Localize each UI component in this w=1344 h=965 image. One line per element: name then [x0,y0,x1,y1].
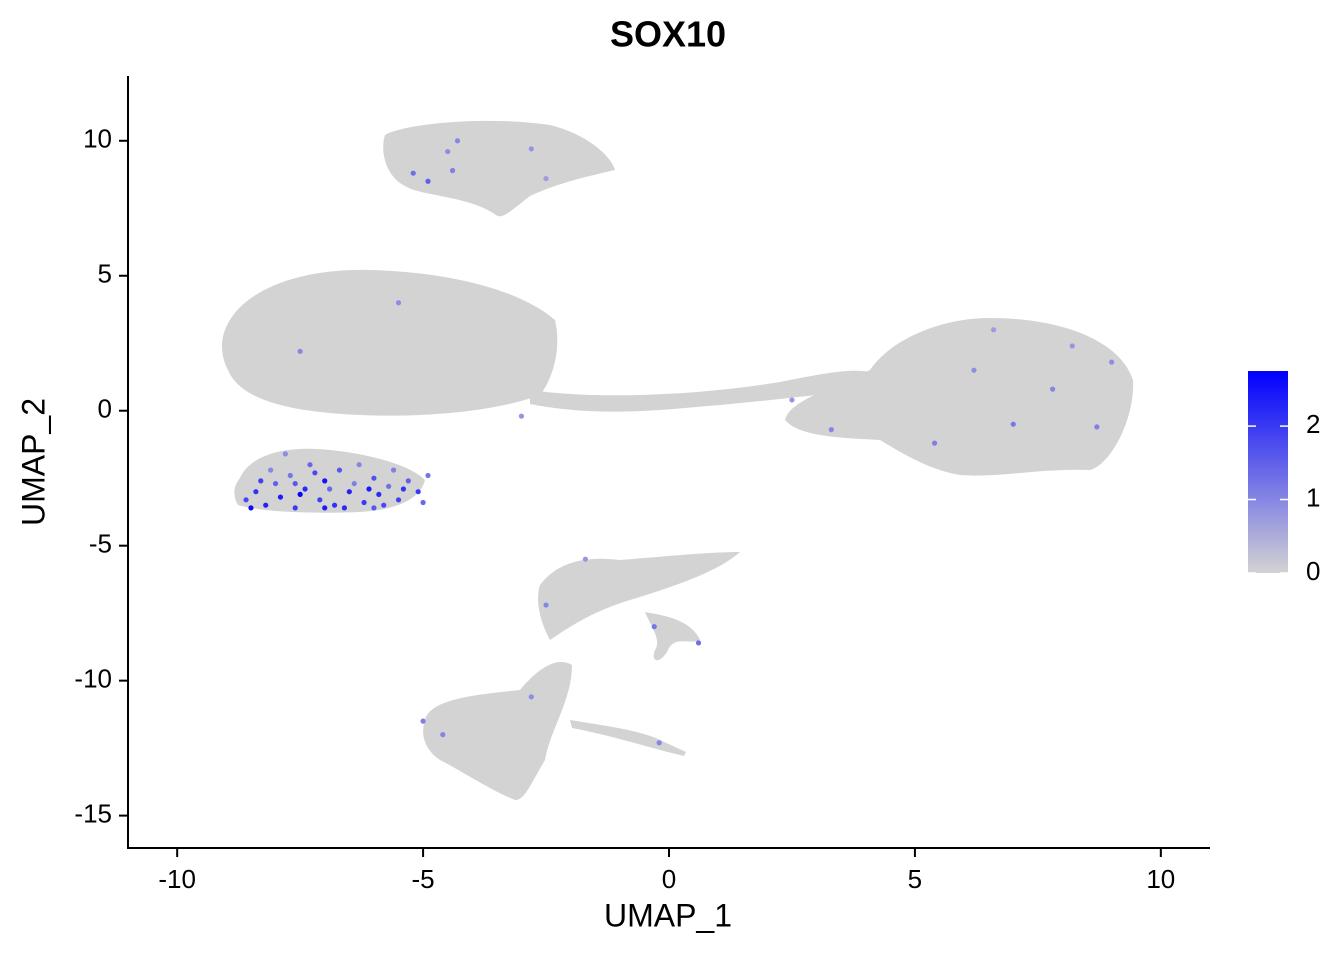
colorbar [1248,371,1288,573]
cell-point [351,480,357,487]
cell-point [386,483,392,489]
cell-point [341,505,347,511]
cell-point [381,502,387,508]
cell-point [420,499,426,506]
cell-point [371,505,377,511]
cell-point [307,462,313,468]
cell-point [528,146,534,152]
y-axis-title: UMAP_2 [15,398,51,526]
cell-point [1069,343,1075,349]
cell-point [440,732,446,738]
cell-point [445,148,451,155]
y-tick-label: -10 [74,664,112,694]
colorbar-label: 2 [1306,409,1320,439]
cell-point [1094,424,1100,430]
x-tick-label: 10 [1146,864,1175,894]
cell-point [248,505,254,511]
cell-point [297,348,303,354]
cell-point [410,170,416,176]
y-tick-label: 5 [98,259,112,289]
cell-point [356,462,362,468]
x-axis-title: UMAP_1 [604,897,732,933]
cell-point [991,327,997,333]
cell-point [405,478,411,484]
cell-point [582,556,588,562]
cell-point [243,497,249,503]
cell-point [390,467,397,473]
x-tick-label: -10 [158,864,196,894]
y-tick-label: -15 [74,798,112,828]
cell-density [221,120,1134,800]
cell-point [361,499,367,506]
cell-point [1109,359,1115,365]
cell-point [828,427,834,433]
cell-point [656,740,662,746]
cell-point [789,397,795,403]
cell-point [263,502,269,508]
x-tick-label: 5 [908,864,922,894]
cell-point [302,486,308,492]
cell-point [415,489,421,495]
cell-point [425,178,431,184]
cell-point [336,467,343,473]
cell-point [292,505,298,511]
cell-point [366,486,372,492]
cell-point [543,175,549,182]
cell-point [292,480,298,487]
cell-point [1050,386,1056,392]
cell-point [331,502,338,508]
cell-point [272,480,279,487]
y-tick-label: 0 [98,394,112,424]
cell-point [327,486,333,492]
cell-point [395,300,402,306]
x-tick-label: 0 [662,864,676,894]
cell-point [450,167,456,174]
cell-point [371,475,377,481]
cell-point [528,694,534,700]
cell-point [322,505,328,511]
colorbar-label: 0 [1306,556,1320,586]
cell-point [931,440,938,446]
cell-point [454,138,461,144]
y-tick-label: -5 [89,529,112,559]
cell-point [282,451,288,457]
cell-point [376,491,382,497]
cell-point [346,489,352,495]
cell-point [322,478,328,484]
cell-point [1010,421,1016,427]
cell-point [518,413,525,419]
cell-point [287,472,293,479]
cell-point [268,467,274,473]
chart-title: SOX10 [610,14,726,55]
cell-point [395,497,402,503]
cell-point [651,624,657,630]
cell-point [971,367,977,373]
cell-point [543,602,549,608]
cell-point [253,489,259,495]
y-tick-label: 10 [83,124,112,154]
cell-point [277,494,284,500]
cell-point [425,472,431,479]
cell-point [258,478,264,484]
cell-point [317,497,323,503]
cell-point [400,486,407,492]
cell-point [312,470,318,476]
colorbar-label: 1 [1306,482,1320,512]
cell-point [695,640,702,646]
cell-point [420,718,426,724]
x-tick-label: -5 [412,864,435,894]
cell-point [297,491,303,497]
